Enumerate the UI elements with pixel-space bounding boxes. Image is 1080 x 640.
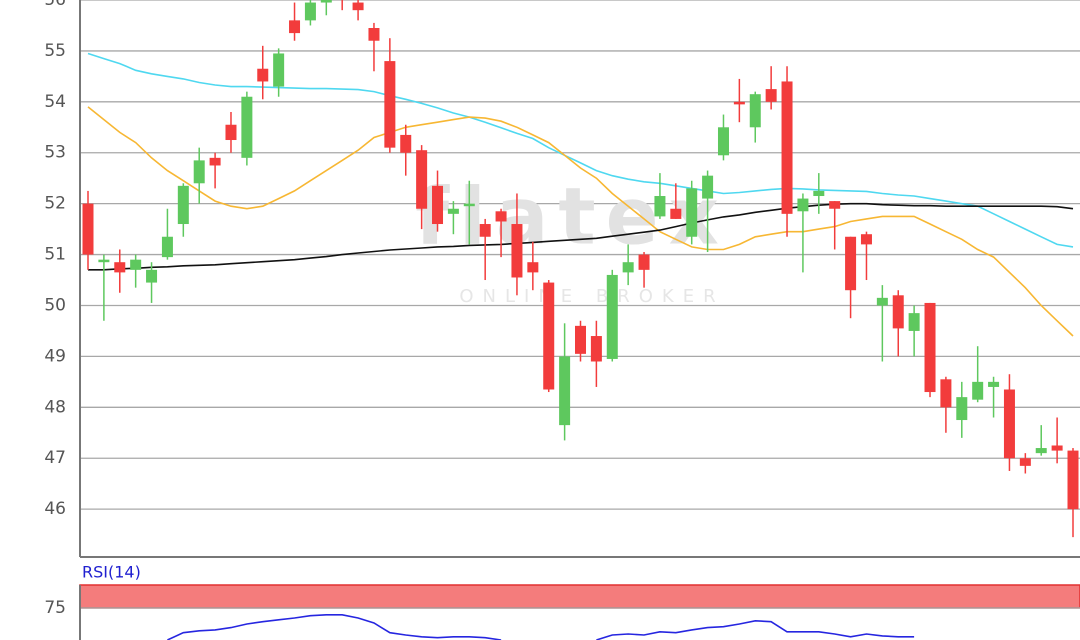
candle-body [257, 68, 269, 82]
candle-body [1067, 450, 1079, 510]
candle-body [717, 127, 729, 156]
candle-body [527, 262, 539, 273]
y-tick-label: 54 [44, 92, 66, 112]
candle-body [1003, 389, 1015, 459]
candle-body [940, 379, 952, 408]
candle-body [908, 313, 920, 331]
plot-area [167, 614, 915, 640]
watermark: flatex [415, 172, 729, 262]
rsi-line [167, 614, 915, 640]
candle-body [320, 0, 332, 3]
candle-body [432, 185, 444, 225]
candle-body [114, 262, 126, 273]
candle-body [781, 81, 793, 214]
watermark-tagline: ONLINE BROKER [459, 286, 724, 307]
candle-body [130, 259, 142, 270]
y-tick-label: 56 [44, 0, 66, 10]
candle-body [82, 203, 94, 255]
candle-body [733, 101, 745, 105]
candle-body [924, 302, 936, 393]
candle-body [972, 381, 984, 400]
panel-title: RSI(14) [82, 563, 141, 582]
y-tick-label: 51 [44, 245, 66, 265]
candle-body [892, 295, 904, 329]
moving-average [88, 202, 1074, 271]
candle-body [273, 53, 285, 87]
candle-body [416, 150, 428, 209]
candle-body [765, 89, 777, 102]
candle-body [368, 28, 380, 41]
candle-body [146, 269, 158, 283]
overbought-band [79, 584, 1080, 609]
candle-body [225, 124, 237, 141]
candle-body [479, 224, 491, 237]
candle-body [543, 282, 555, 390]
candle-body [1035, 448, 1047, 454]
candle-body [177, 185, 189, 225]
y-tick-label: 46 [44, 499, 66, 519]
candle-body [686, 188, 698, 237]
candle-body [702, 175, 714, 199]
candle-body [845, 236, 857, 291]
candle-body [813, 190, 825, 197]
candle-body [511, 224, 523, 278]
candle-body [447, 208, 459, 214]
candle-body [209, 157, 221, 166]
y-tick-label: 49 [44, 346, 66, 366]
candle-body [289, 20, 301, 34]
candle-body [463, 203, 475, 207]
candle-body [495, 211, 507, 222]
candle-body [161, 236, 173, 258]
y-tick-label: 75 [44, 598, 66, 618]
y-tick-label: 52 [44, 194, 66, 214]
y-tick-label: 50 [44, 295, 66, 315]
candle-body [193, 160, 205, 184]
candle-body [749, 94, 761, 128]
candle-body [352, 2, 364, 11]
candle-body [575, 325, 586, 354]
candle-body [797, 198, 809, 212]
plot-area [82, 0, 1079, 538]
moving-average [87, 106, 1074, 337]
candle-body [829, 201, 841, 209]
candle-body [241, 96, 253, 158]
candle-body [304, 2, 316, 21]
candle-body [876, 297, 888, 306]
candle-body [670, 208, 682, 219]
y-tick-label: 48 [44, 397, 66, 417]
candle-body [98, 259, 110, 263]
candle-body [606, 274, 618, 359]
candle-body [988, 381, 1000, 387]
candle-body [638, 254, 650, 270]
y-tick-label: 53 [44, 143, 66, 163]
y-tick-label: 47 [44, 448, 66, 468]
candle-body [384, 61, 396, 148]
candle-body [1019, 458, 1031, 466]
moving-average [87, 52, 1074, 248]
candle-body [590, 336, 602, 362]
candle-body [622, 262, 634, 273]
y-tick-label: 55 [44, 41, 66, 61]
candle-body [654, 196, 666, 217]
candle-body [559, 356, 571, 426]
candle-body [1051, 445, 1063, 451]
candle-body [956, 397, 968, 421]
candle-body [860, 234, 872, 245]
candle-body [400, 134, 412, 153]
